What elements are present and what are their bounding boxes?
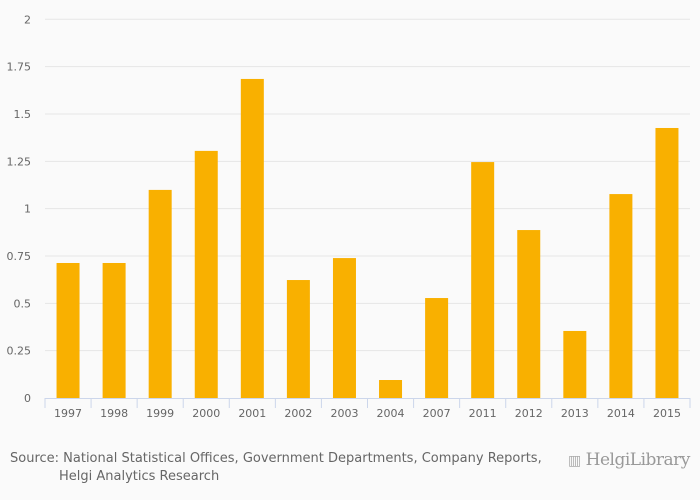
x-tick-label: 2011 <box>469 407 497 420</box>
x-tick-label: 2001 <box>238 407 266 420</box>
x-tick-label: 2012 <box>515 407 543 420</box>
x-tick-label: 2000 <box>192 407 220 420</box>
bar-2012 <box>517 230 541 398</box>
x-tick-label: 2002 <box>284 407 312 420</box>
x-tick-label: 2007 <box>423 407 451 420</box>
bar-2015 <box>655 127 679 398</box>
x-tick-label: 1999 <box>146 407 174 420</box>
bar-chart: 0 0.25 0.5 0.75 1 1.25 1.5 1.75 2 1997 1998 1999 200… <box>7 13 691 420</box>
source-note: Source: National Statistical Offices, Go… <box>10 450 550 486</box>
bar-2003 <box>332 258 356 398</box>
y-tick-label: 0.75 <box>7 250 32 263</box>
bar-1998 <box>102 262 126 398</box>
y-tick-label: 1.5 <box>14 108 32 121</box>
source-line-1: Source: National Statistical Offices, Go… <box>10 451 542 466</box>
logo-text: HelgiLibrary <box>585 450 691 470</box>
y-tick-label: 0.25 <box>7 345 32 358</box>
bar-2000 <box>194 150 218 398</box>
x-tick-label: 2013 <box>561 407 589 420</box>
library-icon: ▥ <box>568 453 581 469</box>
bar-2001 <box>240 78 264 398</box>
bar-1997 <box>56 262 80 398</box>
bar-2004 <box>379 380 403 398</box>
bar-2002 <box>286 280 310 398</box>
y-tick-label: 0 <box>24 392 31 405</box>
bar-2014 <box>609 194 633 398</box>
x-tick-label: 2014 <box>607 407 635 420</box>
bar-1999 <box>148 189 172 398</box>
bar-2007 <box>425 298 449 398</box>
y-tick-label: 1.25 <box>7 155 32 168</box>
y-tick-label: 2 <box>24 13 31 26</box>
x-tick-label: 1998 <box>100 407 128 420</box>
source-line-2: Helgi Analytics Research <box>59 469 220 484</box>
x-tick-label: 2004 <box>377 407 405 420</box>
x-tick-label: 2015 <box>653 407 681 420</box>
y-tick-label: 0.5 <box>14 297 32 310</box>
y-tick-label: 1.75 <box>7 61 32 74</box>
helgi-library-logo: ▥ HelgiLibrary <box>568 450 690 470</box>
x-tick-label: 1997 <box>54 407 82 420</box>
bar-2013 <box>563 330 587 398</box>
y-tick-label: 1 <box>24 203 31 216</box>
bar-2011 <box>471 162 495 398</box>
x-tick-label: 2003 <box>330 407 358 420</box>
